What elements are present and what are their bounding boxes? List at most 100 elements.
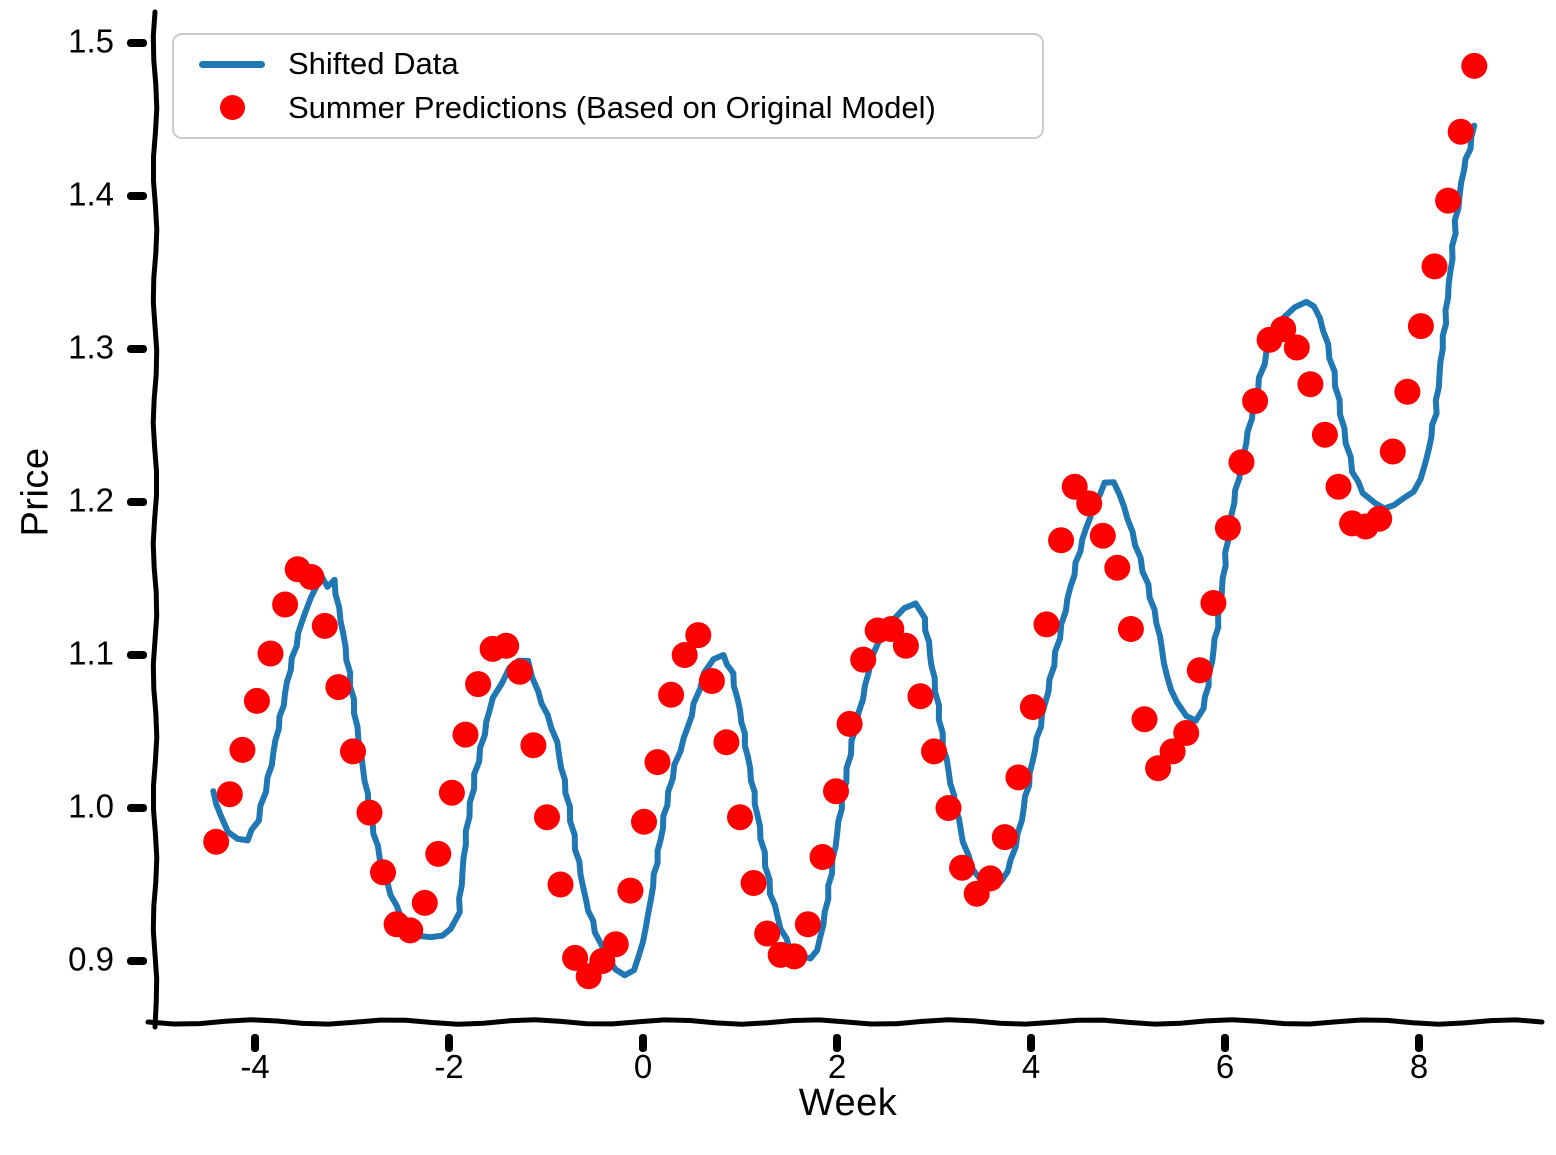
prediction-point bbox=[1270, 316, 1297, 343]
legend-item-shifted-data: Shifted Data bbox=[184, 46, 1032, 82]
prediction-point bbox=[493, 632, 520, 659]
y-tick bbox=[127, 39, 147, 47]
x-tick bbox=[445, 1034, 453, 1052]
prediction-point bbox=[1366, 505, 1393, 532]
prediction-point bbox=[1447, 118, 1474, 145]
x-tick-label: -2 bbox=[434, 1048, 463, 1085]
prediction-point bbox=[425, 840, 452, 867]
x-tick bbox=[833, 1034, 841, 1052]
shifted-data-line bbox=[210, 122, 1478, 979]
y-tick bbox=[127, 651, 147, 659]
y-tick-label: 1.1 bbox=[68, 635, 114, 672]
x-tick bbox=[1027, 1034, 1035, 1052]
prediction-point bbox=[1325, 473, 1352, 500]
prediction-point bbox=[311, 612, 338, 639]
prediction-point bbox=[411, 889, 438, 916]
x-tick-label: 8 bbox=[1410, 1048, 1428, 1085]
x-tick bbox=[1221, 1034, 1229, 1052]
legend-item-summer-predictions: Summer Predictions (Based on Original Mo… bbox=[184, 90, 1032, 126]
legend-label-shifted-data: Shifted Data bbox=[288, 46, 459, 82]
prediction-point bbox=[1214, 515, 1241, 541]
prediction-point bbox=[631, 808, 657, 835]
x-tick-label: 4 bbox=[1022, 1048, 1040, 1085]
x-tick-label: -4 bbox=[240, 1048, 269, 1085]
prediction-point bbox=[907, 683, 934, 710]
prediction-point bbox=[534, 804, 560, 831]
prediction-point bbox=[562, 944, 589, 971]
y-tick bbox=[127, 498, 147, 506]
prediction-point bbox=[794, 911, 821, 938]
prediction-point bbox=[1173, 720, 1200, 746]
prediction-point bbox=[617, 877, 644, 904]
prediction-point bbox=[1200, 590, 1227, 616]
prediction-point bbox=[1311, 421, 1338, 448]
legend-line-swatch bbox=[199, 60, 265, 68]
prediction-point bbox=[1131, 706, 1158, 733]
prediction-point bbox=[1394, 378, 1421, 405]
y-tick bbox=[127, 192, 147, 200]
prediction-point bbox=[921, 738, 947, 765]
legend: Shifted Data Summer Predictions (Based o… bbox=[172, 33, 1044, 139]
prediction-point bbox=[1407, 313, 1434, 340]
y-tick-label: 0.9 bbox=[68, 941, 114, 978]
prediction-point bbox=[671, 642, 698, 668]
prediction-point bbox=[216, 781, 243, 808]
prediction-point bbox=[229, 736, 256, 763]
prediction-point bbox=[547, 871, 574, 898]
y-tick bbox=[127, 345, 147, 353]
legend-label-summer-predictions: Summer Predictions (Based on Original Mo… bbox=[288, 89, 936, 125]
prediction-point bbox=[1061, 473, 1088, 500]
prediction-point bbox=[1461, 52, 1488, 79]
prediction-point bbox=[298, 564, 325, 590]
y-tick-label: 1.5 bbox=[68, 23, 114, 60]
prediction-point bbox=[977, 865, 1004, 892]
prediction-point bbox=[754, 920, 781, 947]
prediction-point bbox=[397, 917, 424, 944]
y-tick bbox=[127, 957, 147, 965]
prediction-point bbox=[257, 640, 284, 667]
prediction-point bbox=[1379, 438, 1406, 465]
x-axis-title: Week bbox=[798, 1082, 898, 1124]
x-tick bbox=[1415, 1034, 1423, 1052]
prediction-point bbox=[1104, 554, 1131, 581]
prediction-point bbox=[438, 779, 465, 806]
x-tick bbox=[251, 1034, 259, 1052]
prediction-point bbox=[685, 622, 712, 649]
prediction-point bbox=[465, 671, 492, 698]
prediction-point bbox=[1435, 187, 1462, 214]
prediction-point bbox=[1117, 616, 1144, 642]
prediction-point bbox=[809, 844, 836, 870]
x-axis-spine bbox=[145, 1017, 1545, 1027]
prediction-point bbox=[658, 681, 685, 708]
y-tick bbox=[127, 804, 147, 812]
prediction-point bbox=[1145, 755, 1172, 782]
prediction-point bbox=[1159, 738, 1186, 765]
prediction-point bbox=[713, 729, 740, 756]
prediction-point bbox=[1076, 490, 1103, 517]
prediction-point bbox=[850, 646, 877, 673]
prediction-point bbox=[506, 658, 533, 685]
prediction-point bbox=[520, 732, 547, 759]
prediction-point bbox=[949, 854, 976, 881]
y-axis-spine bbox=[150, 9, 160, 1030]
prediction-point bbox=[1089, 522, 1116, 549]
legend-dot-swatch bbox=[219, 95, 245, 121]
y-axis-title: Price bbox=[14, 447, 57, 537]
prediction-point bbox=[1186, 657, 1213, 684]
y-tick-label: 1.4 bbox=[68, 176, 114, 213]
x-tick-label: 0 bbox=[634, 1048, 652, 1085]
prediction-point bbox=[1048, 527, 1075, 554]
prediction-point bbox=[452, 721, 479, 748]
prediction-point bbox=[272, 591, 299, 618]
prediction-point bbox=[781, 943, 808, 970]
prediction-point bbox=[325, 674, 352, 701]
prediction-point bbox=[602, 931, 629, 958]
prediction-point bbox=[836, 710, 863, 737]
prediction-point bbox=[356, 799, 383, 826]
prediction-point bbox=[340, 738, 366, 765]
x-tick-label: 6 bbox=[1216, 1048, 1234, 1085]
prediction-point bbox=[1033, 611, 1060, 638]
prediction-point bbox=[698, 668, 725, 694]
prediction-point bbox=[727, 804, 753, 831]
